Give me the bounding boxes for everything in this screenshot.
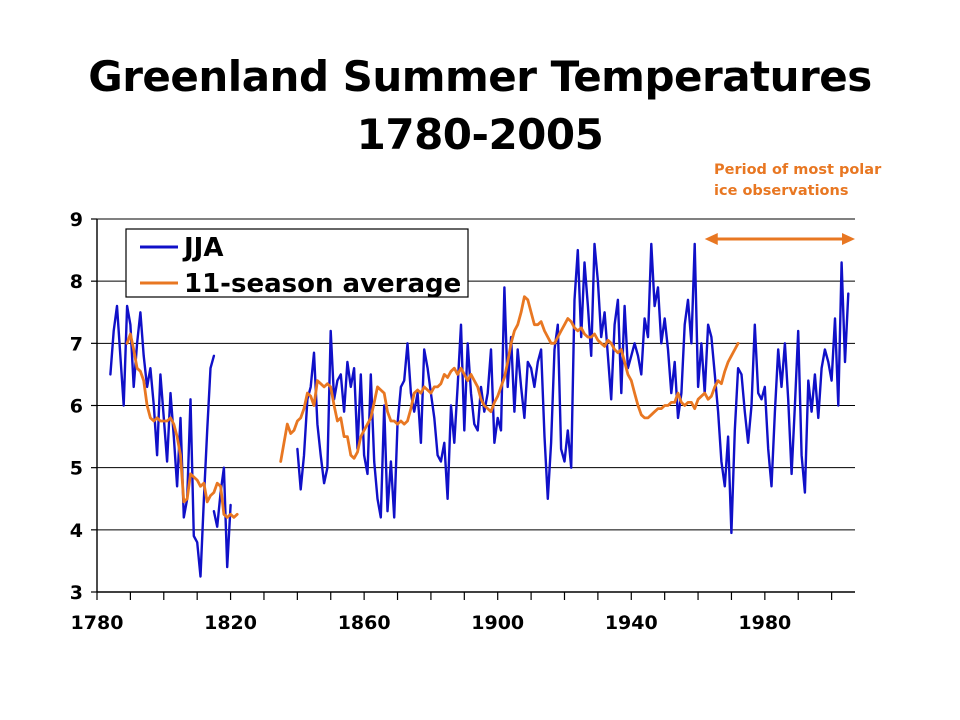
series-line-jja xyxy=(212,466,232,569)
series-average xyxy=(125,295,740,519)
legend-box xyxy=(125,228,469,298)
series-line-jja xyxy=(109,304,216,578)
arrow-head-left xyxy=(704,233,718,245)
x-tick-label: 1860 xyxy=(338,612,391,634)
x-tick-label: 1820 xyxy=(204,612,257,634)
annotation-line-1: Period of most polar xyxy=(714,162,882,178)
annotation-text: Period of most polar ice observations xyxy=(714,160,934,202)
title-line-1: Greenland Summer Temperatures xyxy=(88,52,872,101)
x-tick-label: 1980 xyxy=(738,612,791,634)
series-jja xyxy=(109,242,850,578)
x-tick-label: 1940 xyxy=(605,612,658,634)
y-tick-label: 4 xyxy=(70,520,83,542)
slide-title: Greenland Summer Temperatures 1780-2005 xyxy=(0,48,960,164)
title-line-2: 1780-2005 xyxy=(356,110,604,159)
axes: 3 4 5 6 7 8 9 1780 1820 1860 1900 1940 1980 xyxy=(70,209,855,634)
annotation-line-2: ice observations xyxy=(714,183,849,199)
legend-label-average: 11-season average xyxy=(184,269,461,299)
x-tick-label: 1900 xyxy=(471,612,524,634)
x-tick-label: 1780 xyxy=(71,612,124,634)
annotation-arrow xyxy=(704,233,855,245)
legend-label-jja: JJA xyxy=(182,233,223,263)
y-tick-label: 7 xyxy=(70,333,83,355)
series-line-average xyxy=(279,295,740,463)
y-tick-label: 9 xyxy=(70,209,83,231)
legend: JJA 11-season average xyxy=(125,228,469,299)
y-tick-label: 8 xyxy=(70,271,83,293)
series-line-jja xyxy=(296,242,850,535)
y-tick-label: 5 xyxy=(70,458,83,480)
arrow-head-right xyxy=(842,233,855,245)
series-layer xyxy=(109,242,850,578)
series-line-average xyxy=(125,332,239,519)
y-tick-label: 6 xyxy=(70,396,83,418)
y-tick-label: 3 xyxy=(70,582,83,604)
